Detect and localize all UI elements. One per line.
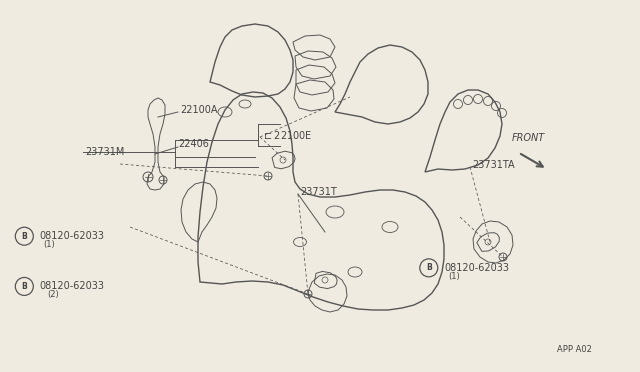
Text: (1): (1) (44, 240, 55, 249)
Text: 23731TA: 23731TA (472, 160, 515, 170)
Text: B: B (22, 282, 27, 291)
Text: B: B (22, 232, 27, 241)
Text: (2): (2) (47, 291, 59, 299)
Text: 08120-62033: 08120-62033 (444, 263, 509, 273)
Text: 23731M: 23731M (85, 147, 124, 157)
Text: 08120-62033: 08120-62033 (40, 231, 105, 241)
Text: 08120-62033: 08120-62033 (40, 282, 105, 291)
Text: 22100A: 22100A (180, 105, 218, 115)
Text: $\sqsubset$22100E: $\sqsubset$22100E (262, 129, 312, 141)
Text: B: B (426, 263, 431, 272)
Text: 23731T: 23731T (300, 187, 337, 197)
Text: FRONT: FRONT (512, 133, 545, 143)
Text: APP A02: APP A02 (557, 345, 591, 354)
Text: (1): (1) (448, 272, 460, 281)
Text: 22406: 22406 (178, 139, 209, 149)
